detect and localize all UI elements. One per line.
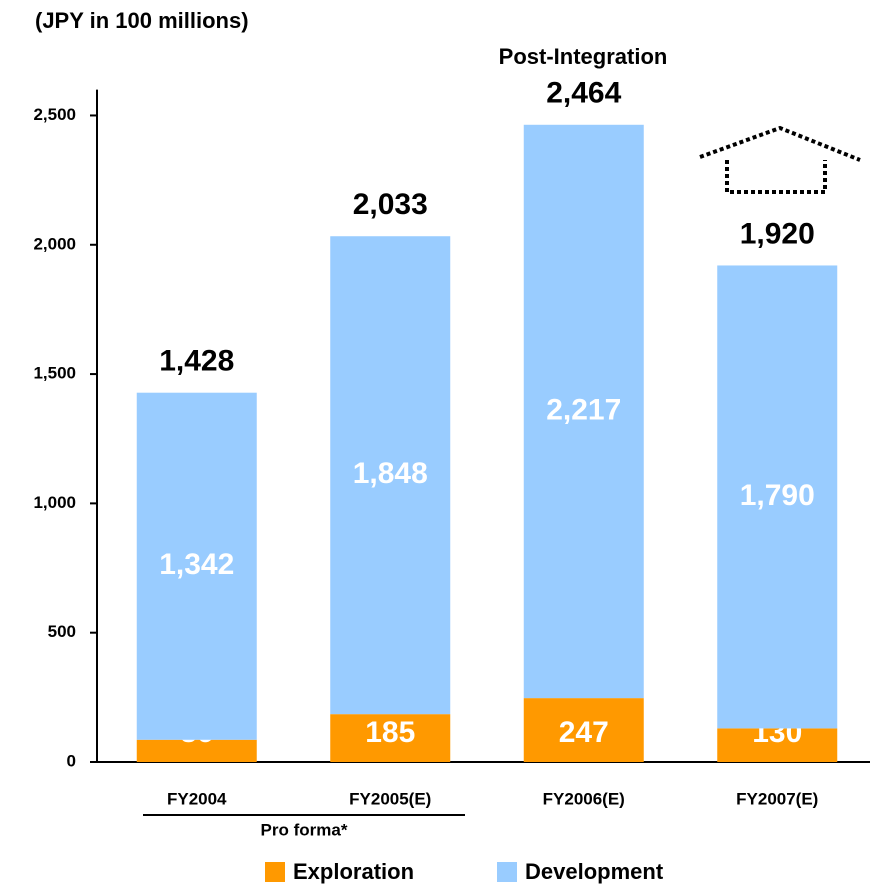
total-label: 2,464 xyxy=(546,77,621,110)
bar-segment xyxy=(717,728,838,762)
arrow-outline xyxy=(725,160,827,194)
total-label: 1,428 xyxy=(159,345,234,378)
legend-label: Exploration xyxy=(293,859,414,884)
y-tick-label: 1,000 xyxy=(33,493,76,512)
bar-segment xyxy=(523,124,644,699)
group-label: Post-Integration xyxy=(499,44,668,69)
bar-segment xyxy=(330,236,451,715)
x-tick-label: FY2007(E) xyxy=(736,789,818,808)
data-label: 247 xyxy=(559,716,609,749)
bar-segment xyxy=(717,265,838,729)
legend-label: Development xyxy=(525,859,664,884)
y-tick-label: 2,500 xyxy=(33,105,76,124)
arrow-outline xyxy=(699,125,861,162)
y-tick-label: 1,500 xyxy=(33,364,76,383)
y-tick-label: 0 xyxy=(67,751,76,770)
data-label: 2,217 xyxy=(546,393,621,426)
unit-label: (JPY in 100 millions) xyxy=(35,8,249,33)
y-tick-label: 500 xyxy=(48,622,76,641)
legend-swatch xyxy=(265,862,285,882)
group-label: Pro forma* xyxy=(261,820,348,839)
y-tick-label: 2,000 xyxy=(33,234,76,253)
total-label: 2,033 xyxy=(353,188,428,221)
x-tick-label: FY2004 xyxy=(167,789,227,808)
data-label: 1,848 xyxy=(353,457,428,490)
total-label: 1,920 xyxy=(740,217,815,250)
data-label: 1,342 xyxy=(159,548,234,581)
data-label: 1,790 xyxy=(740,479,815,512)
bar-segment xyxy=(136,739,257,762)
x-tick-label: FY2005(E) xyxy=(349,789,431,808)
data-label: 185 xyxy=(365,716,415,749)
bar-segment xyxy=(330,714,451,762)
bar-segment xyxy=(523,698,644,762)
x-tick-label: FY2006(E) xyxy=(543,789,625,808)
legend-swatch xyxy=(497,862,517,882)
bar-segment xyxy=(136,392,257,740)
